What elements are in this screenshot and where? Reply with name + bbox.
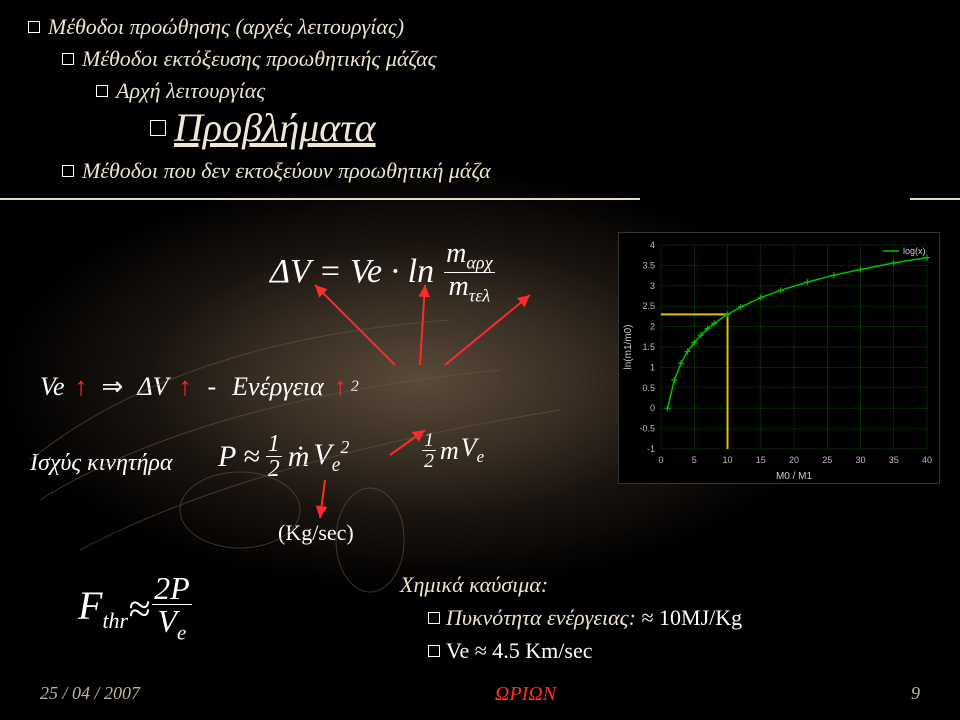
bullet-3-text: Αρχή λειτουργίας	[116, 78, 265, 104]
bullet-1-text: Μέθοδοι προώθησης (αρχές λειτουργίας)	[48, 14, 404, 40]
footer-page: 9	[911, 683, 920, 706]
svg-text:15: 15	[756, 455, 766, 465]
svg-text:30: 30	[855, 455, 865, 465]
bullet-2-text: Μέθοδοι εκτόξευσης προωθητικής μάζας	[82, 46, 437, 72]
bullet-marker	[28, 21, 40, 33]
bullet-marker	[428, 645, 440, 657]
svg-text:20: 20	[789, 455, 799, 465]
bullet-2: Μέθοδοι εκτόξευσης προωθητικής μάζας	[62, 46, 437, 72]
rule-right	[910, 198, 960, 200]
bullet-4: Μέθοδοι που δεν εκτοξεύουν προωθητική μά…	[62, 158, 491, 184]
svg-text:40: 40	[922, 455, 932, 465]
bullet-marker	[428, 612, 440, 624]
bullet-marker	[150, 120, 166, 136]
spacecraft-deco	[0, 200, 700, 600]
slide-root: Μέθοδοι προώθησης (αρχές λειτουργίας) Μέ…	[0, 0, 960, 720]
slide-title: Προβλήματα	[174, 104, 376, 151]
bullet-4-text: Μέθοδοι που δεν εκτοξεύουν προωθητική μά…	[82, 158, 491, 184]
footer: 25 / 04 / 2007 ΩΡΙΩΝ 9	[0, 683, 960, 706]
bullet-marker	[62, 165, 74, 177]
bullet-1: Μέθοδοι προώθησης (αρχές λειτουργίας)	[28, 14, 404, 40]
svg-text:log(x): log(x)	[903, 246, 926, 256]
svg-text:10: 10	[722, 455, 732, 465]
bullet-marker	[62, 53, 74, 65]
bullet-3: Αρχή λειτουργίας	[96, 78, 265, 104]
svg-text:25: 25	[822, 455, 832, 465]
footer-center: ΩΡΙΩΝ	[495, 683, 556, 706]
svg-text:35: 35	[889, 455, 899, 465]
bullet-marker	[96, 85, 108, 97]
footer-date: 25 / 04 / 2007	[40, 683, 140, 706]
svg-text:M0 / M1: M0 / M1	[776, 471, 813, 482]
title-bullet: Προβλήματα	[150, 104, 376, 151]
